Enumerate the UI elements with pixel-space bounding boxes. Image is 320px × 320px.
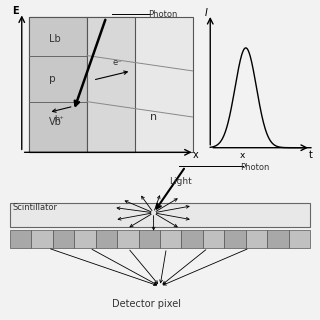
Text: x: x — [193, 150, 198, 160]
Text: Lb: Lb — [49, 34, 60, 44]
Bar — [160, 230, 181, 248]
Text: Detector pixel: Detector pixel — [112, 299, 181, 309]
Bar — [203, 230, 224, 248]
Bar — [31, 230, 52, 248]
Bar — [29, 17, 193, 152]
Text: p: p — [49, 74, 55, 84]
Text: e⁻: e⁻ — [112, 58, 122, 67]
Text: I: I — [204, 8, 207, 18]
Bar — [224, 230, 246, 248]
Bar — [52, 230, 74, 248]
Text: E: E — [12, 6, 19, 16]
Bar — [87, 17, 135, 152]
Bar — [10, 230, 31, 248]
Bar — [10, 203, 310, 227]
Bar — [74, 230, 96, 248]
Bar — [29, 17, 87, 152]
Bar — [139, 230, 160, 248]
Text: Light: Light — [170, 177, 192, 186]
Bar — [246, 230, 268, 248]
Text: n: n — [150, 112, 157, 122]
Text: h⁺: h⁺ — [54, 115, 64, 124]
Bar — [96, 230, 117, 248]
Text: Photon: Photon — [148, 10, 178, 19]
Text: Photon: Photon — [240, 163, 269, 172]
Text: Vb: Vb — [49, 116, 61, 127]
Bar — [117, 230, 139, 248]
Bar — [181, 230, 203, 248]
Text: x: x — [240, 151, 245, 160]
Bar — [289, 230, 310, 248]
Text: Scintillator: Scintillator — [13, 203, 58, 212]
Bar — [268, 230, 289, 248]
Text: t: t — [308, 150, 312, 160]
